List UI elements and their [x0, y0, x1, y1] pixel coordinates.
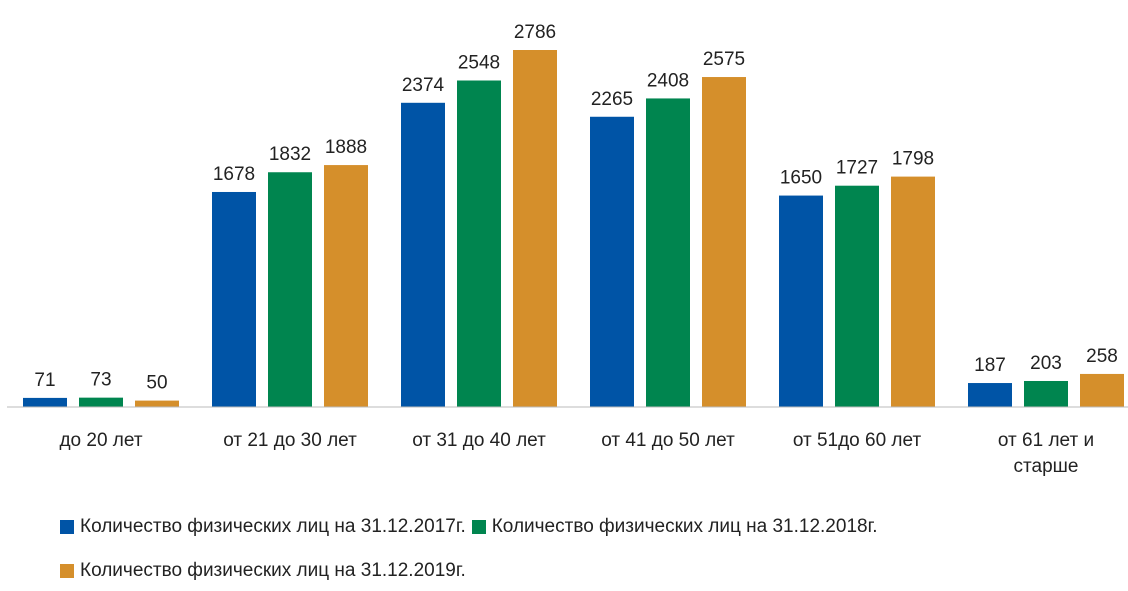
data-label: 73 — [90, 370, 111, 391]
legend-swatch — [60, 520, 74, 534]
legend-swatch — [471, 520, 486, 534]
data-label: 2786 — [514, 22, 556, 43]
bar — [513, 50, 557, 407]
bar — [702, 77, 746, 407]
x-tick-label: до 20 лет — [59, 430, 143, 451]
data-label: 1832 — [269, 144, 311, 165]
bar — [212, 191, 256, 407]
bar — [1080, 373, 1124, 407]
bar — [268, 172, 312, 407]
legend-label: Количество физических лиц на 31.12.2018г… — [491, 516, 878, 537]
data-label: 187 — [974, 355, 1006, 376]
bar — [401, 102, 445, 407]
bar — [457, 80, 501, 407]
x-tick-label: от 41 до 50 лет — [601, 430, 735, 451]
bar — [324, 165, 368, 407]
legend-label: Количество физических лиц на 31.12.2019г… — [80, 560, 466, 581]
legend-item: Количество физических лиц на 31.12.2019г… — [60, 560, 466, 582]
legend-label: Количество физических лиц на 31.12.2017г… — [80, 516, 466, 537]
bar — [590, 116, 634, 408]
legend-swatch — [60, 564, 74, 578]
data-label: 1678 — [213, 164, 255, 185]
bar — [646, 98, 690, 407]
data-label: 2575 — [703, 49, 745, 70]
data-label: 1650 — [780, 168, 822, 189]
data-label: 258 — [1086, 346, 1118, 367]
x-tick-label: от 51до 60 лет — [792, 430, 922, 451]
bar — [1024, 380, 1068, 407]
x-tick-label: от 21 до 30 лет — [223, 430, 357, 451]
data-label: 1888 — [325, 137, 367, 158]
data-label: 2374 — [402, 75, 445, 96]
data-label: 71 — [34, 370, 55, 391]
data-label: 1727 — [836, 158, 878, 179]
bar — [835, 185, 879, 407]
x-tick-label: от 31 до 40 лет — [412, 430, 546, 451]
chart: 71 73 50 1678 1832 1888 2374 2548 2786 2265 2408 25… — [7, 22, 1128, 408]
bar — [968, 383, 1012, 407]
bar — [779, 195, 823, 407]
bar — [135, 400, 179, 407]
data-label: 2408 — [647, 70, 689, 91]
bar — [891, 176, 935, 407]
data-label: 1798 — [892, 149, 934, 170]
data-label: 2265 — [591, 89, 633, 110]
data-label: 203 — [1030, 353, 1062, 374]
data-label: 50 — [146, 373, 167, 394]
x-tick-label: от 61 лет и старше — [997, 430, 1095, 477]
legend-item: Количество физических лиц на 31.12.2017г… — [60, 516, 466, 538]
legend-item: Количество физических лиц на 31.12.2018г… — [471, 516, 878, 538]
legend: Количество физических лиц на 31.12.2017г… — [60, 516, 1120, 582]
bar — [79, 397, 123, 407]
data-label: 2548 — [458, 52, 500, 73]
bar — [23, 397, 67, 407]
